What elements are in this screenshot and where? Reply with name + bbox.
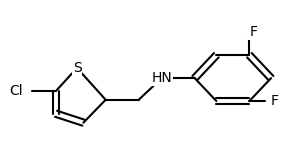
Text: HN: HN bbox=[151, 71, 172, 85]
Text: F: F bbox=[271, 94, 279, 108]
Text: S: S bbox=[73, 61, 81, 75]
Text: Cl: Cl bbox=[9, 84, 23, 98]
Text: F: F bbox=[249, 25, 258, 39]
